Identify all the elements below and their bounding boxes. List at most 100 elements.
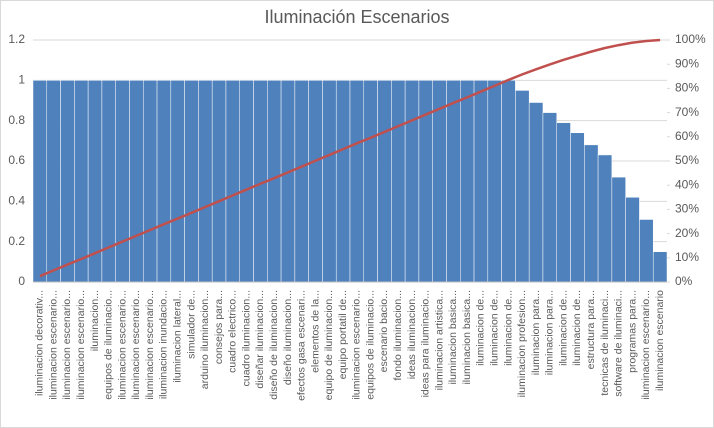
y2-tick-label: 90% xyxy=(675,56,699,70)
bar xyxy=(377,80,392,283)
x-tick-label: programas para... xyxy=(626,290,638,373)
bar xyxy=(473,80,489,283)
x-tick-label: software de iluminaci... xyxy=(613,290,625,397)
x-tick-label: ideas iluminacion... xyxy=(406,290,418,379)
bar xyxy=(335,80,351,283)
bar xyxy=(294,80,309,283)
bar xyxy=(556,122,571,283)
x-tick-label: equipos de iluminacio... xyxy=(103,290,115,400)
bar xyxy=(418,80,433,283)
y-tick-label: 0.8 xyxy=(8,113,25,127)
y-tick-label: 1 xyxy=(18,73,25,87)
x-tick-label: equipo de iluminacion... xyxy=(323,290,335,400)
y2-tick-label: 70% xyxy=(675,105,699,119)
x-tick-label: iluminacion escenario... xyxy=(47,290,59,400)
bar xyxy=(404,80,420,283)
bar xyxy=(32,80,48,283)
x-tick-label: cuadro iluminacion... xyxy=(240,290,252,386)
bar xyxy=(391,80,406,283)
y2-tick-label: 30% xyxy=(675,202,699,216)
x-tick-label: consejos para... xyxy=(213,290,225,364)
x-tick-label: iluminacion de... xyxy=(475,290,487,366)
bar xyxy=(280,80,296,283)
x-tick-label: iluminacion profesion... xyxy=(516,290,528,397)
x-tick-label: iluminacion lateral... xyxy=(171,290,183,383)
x-tick-label: simulador de... xyxy=(185,290,197,359)
bar xyxy=(184,80,199,283)
y2-tick-label: 10% xyxy=(675,250,699,264)
bar xyxy=(198,80,213,283)
y-tick-label: 0.2 xyxy=(8,234,25,248)
bar xyxy=(239,80,254,283)
x-tick-label: iluminacion escenario xyxy=(654,290,666,391)
bar xyxy=(322,80,337,283)
y-tick-label: 0.6 xyxy=(8,153,25,167)
bar xyxy=(211,80,227,283)
x-tick-label: iluminacion de... xyxy=(502,290,514,366)
x-tick-label: elementos de la... xyxy=(309,290,321,373)
x-tick-label: iluminacion de... xyxy=(571,290,583,366)
bar xyxy=(115,80,130,283)
bar xyxy=(225,80,240,283)
bar xyxy=(101,80,116,283)
bar xyxy=(170,80,185,283)
y-tick-label: 0.4 xyxy=(8,194,25,208)
bar xyxy=(652,251,668,283)
x-tick-label: ideas para iluminacio... xyxy=(420,290,432,397)
x-tick-label: iluminacion basica... xyxy=(447,290,459,385)
bar xyxy=(60,80,75,283)
x-tick-label: iluminacion de... xyxy=(557,290,569,366)
x-tick-label: efectos gasa escenari... xyxy=(296,290,308,401)
x-tick-label: iluminacion escenario... xyxy=(144,290,156,400)
bar xyxy=(74,80,89,283)
bar xyxy=(129,80,144,283)
y2-tick-label: 50% xyxy=(675,153,699,167)
x-tick-label: iluminacion escenario... xyxy=(640,290,652,400)
x-tick-label: iluminacion escenario... xyxy=(351,290,363,400)
x-tick-label: iluminacion escenario... xyxy=(61,290,73,400)
bar xyxy=(156,80,172,283)
x-tick-label: iluminacion inundacio... xyxy=(158,290,170,399)
bar xyxy=(639,219,654,283)
bar xyxy=(460,80,475,283)
bar xyxy=(625,197,640,283)
x-tick-label: iluminacion escenario... xyxy=(130,290,142,400)
x-tick-label: iluminacion escenario... xyxy=(116,290,128,400)
x-tick-label: diseñar iluminacion... xyxy=(254,290,266,389)
bar xyxy=(515,90,530,283)
bar xyxy=(487,80,502,283)
bar xyxy=(542,112,557,283)
x-tick-label: iluminacion para... xyxy=(530,290,542,375)
bar xyxy=(143,80,158,283)
x-tick-label: escenario bacio... xyxy=(378,290,390,372)
x-tick-label: estructura para... xyxy=(585,290,597,369)
x-tick-label: arduino iluminacion... xyxy=(199,290,211,389)
x-tick-label: equipo portatil de... xyxy=(337,290,349,379)
bar xyxy=(363,80,378,283)
bar xyxy=(501,80,516,283)
x-tick-label: tecnicas de iluminaci... xyxy=(599,290,611,396)
bar xyxy=(308,80,323,283)
bar xyxy=(446,80,461,283)
x-tick-label: diseño de iluminacion... xyxy=(268,290,280,400)
x-tick-label: iluminacion escenario... xyxy=(75,290,87,400)
chart-title: Iluminación Escenarios xyxy=(264,7,449,27)
bar xyxy=(46,80,61,283)
y-tick-label: 0 xyxy=(18,274,25,288)
x-tick-label: iluminacion decorativ... xyxy=(34,290,46,396)
bar xyxy=(349,80,365,283)
bar xyxy=(528,102,544,283)
y2-tick-label: 40% xyxy=(675,177,699,191)
bar xyxy=(597,154,613,283)
y2-tick-label: 0% xyxy=(675,274,693,288)
x-tick-label: diseño iluminacion... xyxy=(282,290,294,385)
bar xyxy=(570,132,585,283)
y2-tick-label: 100% xyxy=(675,32,706,46)
y2-tick-label: 20% xyxy=(675,226,699,240)
bar xyxy=(584,144,599,283)
cumulative-line xyxy=(39,38,661,278)
x-tick-label: cuadro electrico... xyxy=(227,290,239,373)
x-tick-label: equipos de iluminacio... xyxy=(364,290,376,400)
y-tick-label: 1.2 xyxy=(8,32,25,46)
